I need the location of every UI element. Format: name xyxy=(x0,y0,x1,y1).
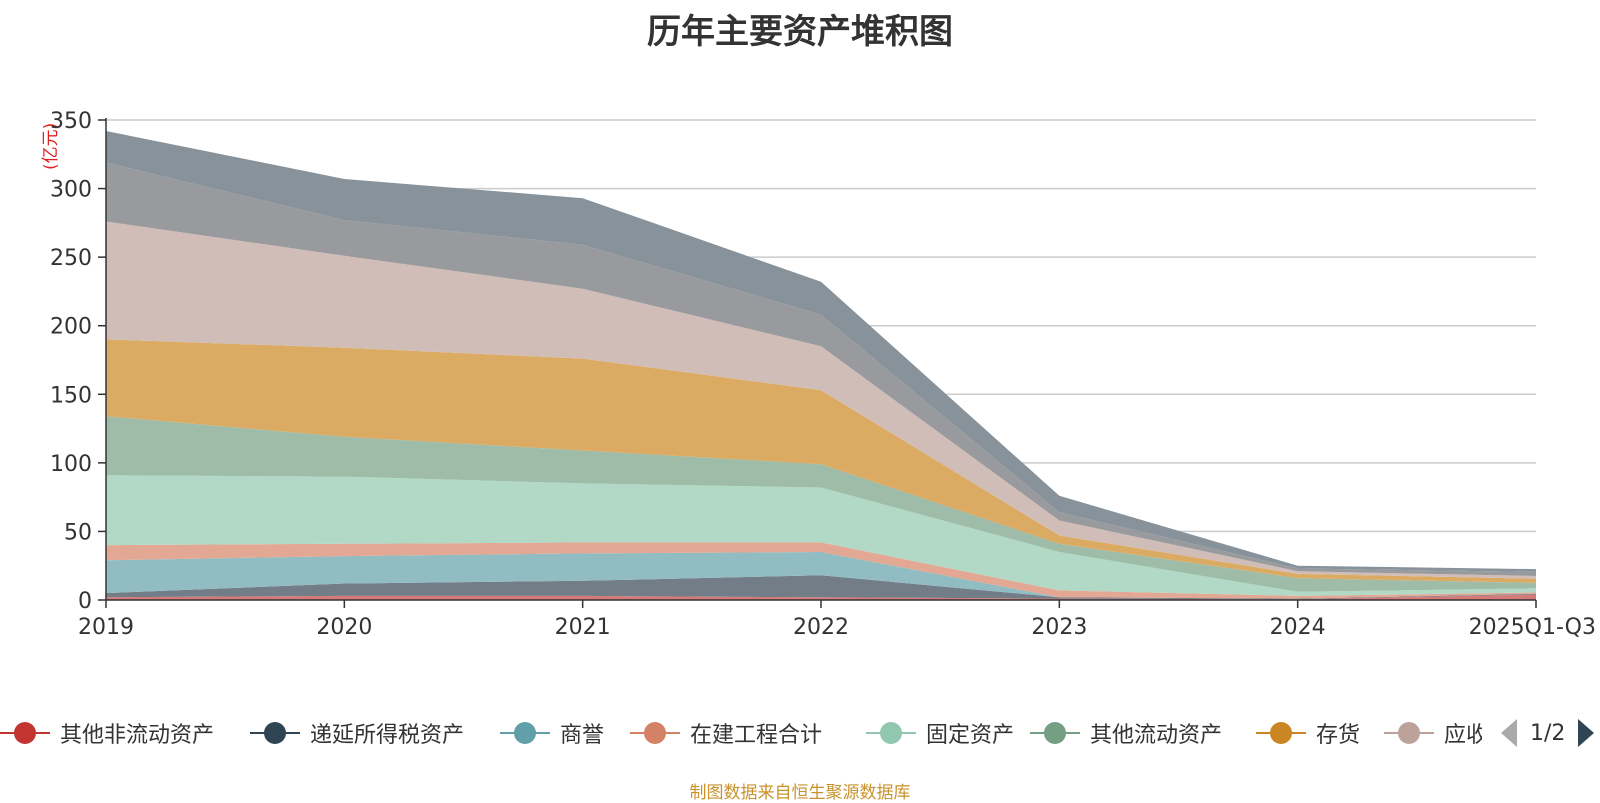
legend-next-icon[interactable] xyxy=(1577,718,1595,748)
legend-item[interactable]: 其他非流动资产 xyxy=(0,716,214,750)
legend-page-indicator: 1/2 xyxy=(1530,720,1566,746)
stacked-area-chart: 0 50 100 150 200 250 300 350 2019 2020 2021 2022 202… xyxy=(50,109,1596,640)
x-tick-label: 2022 xyxy=(793,615,849,640)
y-tick-label: 0 xyxy=(78,589,92,614)
legend-marker-icon xyxy=(500,722,550,744)
legend-pager: 1/2 xyxy=(1500,716,1595,750)
legend-item[interactable]: 商誉 xyxy=(500,716,604,750)
legend-label: 其他非流动资产 xyxy=(60,723,215,748)
chart-title: 历年主要资产堆积图 xyxy=(647,12,953,52)
legend-marker-icon xyxy=(866,722,916,744)
x-tick-label: 2024 xyxy=(1270,615,1326,640)
legend: 其他非流动资产 递延所得税资产 商誉 在建工程合计 固定资产 其他流动资产 存货 应收账款 xyxy=(0,716,1600,750)
legend-marker-icon xyxy=(250,722,300,744)
y-tick-label: 50 xyxy=(64,520,92,545)
area-series-5 xyxy=(106,416,1536,592)
area-series-2 xyxy=(106,552,1536,599)
legend-marker-icon xyxy=(0,722,50,744)
legend-marker-icon xyxy=(1384,722,1434,744)
data-source-note: 制图数据来自恒生聚源数据库 xyxy=(689,783,911,803)
legend-item[interactable]: 其他流动资产 xyxy=(1030,716,1222,750)
y-tick-label: 350 xyxy=(50,109,92,134)
y-tick-label: 250 xyxy=(50,246,92,271)
legend-label: 商誉 xyxy=(560,723,605,748)
legend-prev-icon[interactable] xyxy=(1500,718,1518,748)
area-series-9 xyxy=(106,131,1536,572)
y-tick-label: 100 xyxy=(50,452,92,477)
y-tick-label: 200 xyxy=(50,315,92,340)
legend-label: 其他流动资产 xyxy=(1090,723,1223,748)
legend-label: 存货 xyxy=(1316,723,1361,748)
legend-item[interactable]: 固定资产 xyxy=(866,716,1014,750)
area-series-8 xyxy=(106,162,1536,576)
legend-marker-icon xyxy=(630,722,680,744)
legend-marker-icon xyxy=(1256,722,1306,744)
x-tick-label: 2021 xyxy=(555,615,611,640)
x-tick-label: 2023 xyxy=(1031,615,1087,640)
area-series-3 xyxy=(106,542,1536,599)
legend-item[interactable]: 应收账款 xyxy=(1384,716,1482,750)
area-series-6 xyxy=(106,339,1536,583)
legend-label: 在建工程合计 xyxy=(690,723,823,748)
area-series-4 xyxy=(106,475,1536,596)
legend-label: 递延所得税资产 xyxy=(310,723,465,748)
x-tick-label: 2019 xyxy=(78,615,134,640)
x-tick-label: 2020 xyxy=(316,615,372,640)
legend-item[interactable]: 存货 xyxy=(1256,716,1360,750)
y-tick-label: 150 xyxy=(50,383,92,408)
area-series-1 xyxy=(106,575,1536,600)
legend-item[interactable]: 递延所得税资产 xyxy=(250,716,464,750)
legend-label: 固定资产 xyxy=(926,723,1015,748)
legend-marker-icon xyxy=(1030,722,1080,744)
area-series-0 xyxy=(106,594,1536,600)
legend-item[interactable]: 在建工程合计 xyxy=(630,716,822,750)
x-tick-label: 2025Q1-Q3 xyxy=(1469,615,1596,640)
area-series-7 xyxy=(106,221,1536,579)
y-tick-label: 300 xyxy=(50,178,92,203)
legend-label: 应收账款 xyxy=(1444,723,1482,748)
